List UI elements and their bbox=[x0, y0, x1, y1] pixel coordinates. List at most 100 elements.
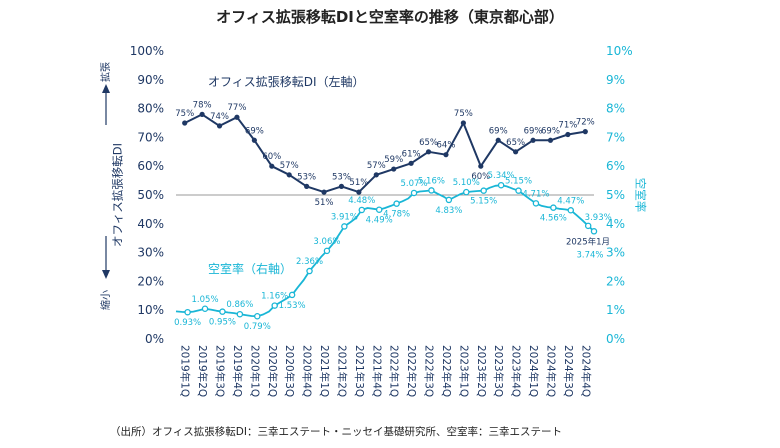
shrink-label: 縮小 bbox=[99, 290, 112, 310]
di-data-label: 69% bbox=[524, 126, 543, 136]
source-note: （出所）オフィス拡張移転DI：三幸エステート・ニッセイ基礎研究所、空室率：三幸エ… bbox=[110, 425, 562, 438]
x-tick-label: 2022年2Q bbox=[405, 345, 418, 397]
x-tick-label: 2020年1Q bbox=[248, 345, 261, 397]
vacancy-callout-label: 2025年1月 bbox=[566, 236, 610, 247]
vacancy-point bbox=[463, 188, 470, 196]
vacancy-point bbox=[184, 308, 191, 316]
vacancy-data-label: 0.86% bbox=[226, 300, 253, 310]
left-tick-label: 20% bbox=[137, 274, 164, 288]
right-tick-label: 1% bbox=[606, 303, 625, 317]
left-tick-label: 30% bbox=[137, 246, 164, 260]
vacancy-point bbox=[515, 187, 522, 194]
vacancy-point bbox=[410, 189, 418, 197]
chart-title: オフィス拡張移転DIと空室率の推移（東京都心部） bbox=[216, 8, 564, 26]
x-tick-label: 2023年3Q bbox=[492, 345, 505, 397]
vacancy-data-label: 4.71% bbox=[522, 189, 549, 199]
vacancy-data-label: 3.06% bbox=[313, 237, 340, 247]
x-tick-label: 2022年4Q bbox=[440, 345, 453, 397]
vacancy-line bbox=[175, 184, 595, 318]
di-point bbox=[199, 111, 205, 117]
di-data-label: 53% bbox=[297, 172, 316, 182]
x-tick-label: 2019年1Q bbox=[179, 345, 192, 397]
vacancy-point bbox=[323, 247, 331, 255]
di-point bbox=[408, 160, 414, 166]
di-data-label: 69% bbox=[541, 126, 560, 136]
di-data-label: 53% bbox=[332, 172, 351, 182]
di-point bbox=[547, 137, 554, 143]
vacancy-data-label: 3.91% bbox=[331, 212, 358, 222]
right-tick-label: 4% bbox=[606, 217, 625, 231]
x-tick-label: 2024年1Q bbox=[527, 345, 540, 397]
di-data-label: 65% bbox=[419, 138, 438, 148]
di-point bbox=[251, 137, 257, 143]
vacancy-point bbox=[375, 206, 383, 213]
di-data-label: 51% bbox=[349, 178, 368, 188]
left-tick-label: 50% bbox=[137, 188, 164, 202]
vacancy-data-label: 5.16% bbox=[418, 176, 445, 186]
vacancy-data-label: 5.15% bbox=[505, 177, 532, 187]
right-tick-label: 0% bbox=[606, 332, 625, 346]
x-tick-label: 2022年1Q bbox=[388, 345, 401, 397]
vacancy-point bbox=[358, 206, 366, 214]
di-point bbox=[338, 183, 345, 189]
di-point bbox=[356, 189, 362, 195]
vacancy-data-label: 0.93% bbox=[174, 318, 201, 328]
di-point bbox=[443, 152, 449, 158]
x-tick-label: 2024年3Q bbox=[562, 345, 575, 397]
vacancy-data-label: 3.74% bbox=[576, 250, 603, 260]
x-axis-ticks: 2019年1Q 2019年2Q 2019年3Q 2019年4Q 2020年1Q 2020年… bbox=[179, 345, 593, 397]
left-tick-label: 80% bbox=[137, 102, 164, 116]
di-data-label: 75% bbox=[454, 109, 473, 119]
di-series-label: オフィス拡張移転DI（左軸） bbox=[208, 74, 365, 89]
di-point bbox=[373, 172, 379, 178]
right-tick-label: 6% bbox=[606, 159, 625, 173]
di-data-label: 72% bbox=[576, 118, 595, 128]
vacancy-data-label: 5.15% bbox=[470, 197, 497, 207]
expand-label: 拡張 bbox=[99, 62, 112, 82]
di-data-label: 69% bbox=[245, 126, 264, 136]
vacancy-data-label: 4.83% bbox=[435, 206, 462, 216]
vacancy-point bbox=[445, 196, 453, 204]
di-point bbox=[582, 129, 588, 135]
right-tick-label: 3% bbox=[606, 246, 625, 260]
left-axis-title: オフィス拡張移転DI bbox=[111, 143, 125, 247]
di-data-label: 60% bbox=[262, 152, 281, 162]
di-point bbox=[460, 120, 466, 126]
x-tick-label: 2020年2Q bbox=[266, 345, 279, 397]
right-tick-label: 9% bbox=[606, 73, 625, 87]
right-axis-title: 空室率 bbox=[634, 178, 648, 213]
up-arrow-icon bbox=[102, 84, 110, 93]
x-tick-label: 2020年4Q bbox=[301, 345, 314, 397]
right-tick-label: 8% bbox=[606, 102, 625, 116]
down-arrow-icon bbox=[102, 270, 110, 279]
right-tick-label: 10% bbox=[606, 44, 633, 58]
di-data-label: 65% bbox=[506, 138, 525, 148]
vacancy-point bbox=[236, 310, 244, 318]
vacancy-point bbox=[532, 200, 540, 207]
vacancy-point bbox=[480, 187, 487, 194]
vacancy-data-label: 5.10% bbox=[453, 178, 480, 188]
vacancy-data-label: 0.79% bbox=[244, 322, 271, 332]
di-data-label: 75% bbox=[175, 109, 194, 119]
di-point bbox=[286, 172, 292, 178]
x-tick-label: 2021年3Q bbox=[353, 345, 366, 397]
vacancy-point bbox=[306, 267, 313, 275]
left-axis-ticks: 0% 10% 20% 30% 40% 50% 60% 70% 80% 90% 100% bbox=[130, 44, 164, 346]
x-tick-label: 2019年3Q bbox=[214, 345, 227, 397]
di-data-label: 74% bbox=[210, 112, 229, 122]
vacancy-data-label: 4.78% bbox=[383, 210, 410, 220]
left-tick-label: 10% bbox=[137, 303, 164, 317]
di-point bbox=[216, 123, 223, 129]
x-tick-label: 2019年4Q bbox=[231, 345, 244, 397]
x-tick-label: 2020年3Q bbox=[283, 345, 296, 397]
right-tick-label: 2% bbox=[606, 274, 625, 288]
di-data-label: 78% bbox=[193, 100, 212, 110]
vacancy-data-label: 4.47% bbox=[557, 196, 584, 206]
di-point bbox=[425, 149, 432, 155]
vacancy-data-label: 1.53% bbox=[279, 301, 306, 311]
vacancy-point bbox=[201, 305, 209, 313]
vacancy-series-label: 空室率（右軸） bbox=[208, 261, 292, 276]
vacancy-data-label: 0.95% bbox=[209, 318, 236, 328]
